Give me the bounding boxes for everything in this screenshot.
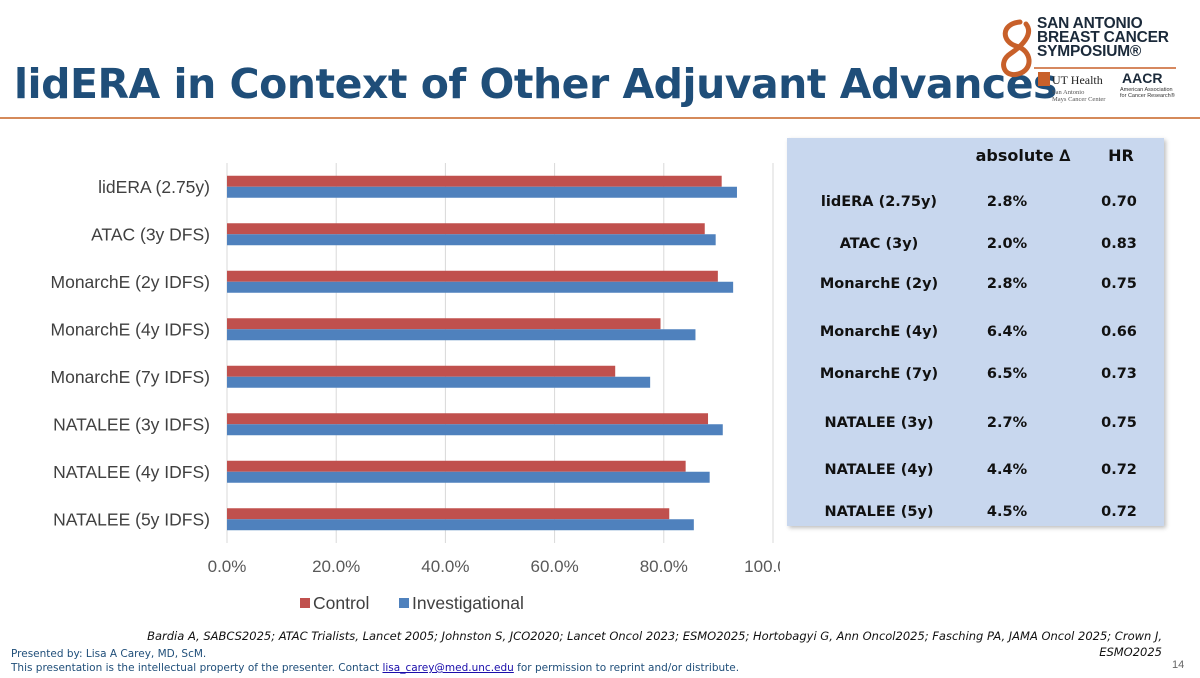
logo-line1: SAN ANTONIO (1037, 15, 1143, 32)
table-row-hr: 0.73 (1101, 366, 1137, 382)
y-category-label: MonarchE (4y IDFS) (51, 319, 210, 339)
table-row-trial: ATAC (3y) (839, 236, 919, 252)
uthealth-sub: San Antonio Mays Cancer Center (1052, 89, 1105, 103)
table-row-hr: 0.83 (1101, 236, 1137, 252)
table-row-trial: lidERA (2.75y) (820, 194, 938, 210)
bar-control (227, 223, 705, 235)
table-row-trial: MonarchE (2y) (819, 276, 939, 292)
ip-notice-pre: This presentation is the intellectual pr… (11, 662, 383, 674)
table-row-hr: 0.75 (1101, 276, 1137, 292)
bar-investigational (227, 186, 737, 198)
table-row-hr: 0.72 (1101, 504, 1137, 520)
references: Bardia A, SABCS2025; ATAC Trialists, Lan… (147, 629, 1162, 659)
bar-control (227, 365, 616, 377)
table-row-trial: MonarchE (4y) (819, 324, 939, 340)
table-row-hr: 0.72 (1101, 462, 1137, 478)
x-tick-label: 0.0% (208, 557, 247, 576)
table-row-trial: MonarchE (7y) (819, 366, 939, 382)
legend-swatch-control (300, 598, 310, 608)
y-category-label: MonarchE (2y IDFS) (51, 272, 210, 292)
table-row-trial: NATALEE (3y) (824, 415, 934, 431)
contact-email-link[interactable]: lisa_carey@med.unc.edu (382, 662, 514, 674)
table-row-trial: NATALEE (4y) (824, 462, 934, 478)
table-row-absolute-delta: 2.7% (986, 415, 1028, 431)
table-row-absolute-delta: 2.8% (986, 194, 1028, 210)
aacr-sub: American Association for Cancer Research… (1120, 87, 1175, 99)
bar-investigational (227, 281, 734, 293)
x-tick-label: 40.0% (421, 557, 469, 576)
bar-control (227, 413, 709, 425)
uthealth-sub1: San Antonio (1052, 89, 1085, 96)
bar-chart: 0.0% 20.0% 40.0% 60.0% 80.0% 100.0% lidERA (2.… (51, 163, 780, 613)
table-row-hr: 0.70 (1101, 194, 1137, 210)
table-header-hr: HR (1108, 146, 1134, 165)
aacr-sub1: American Association (1120, 87, 1173, 93)
table-row-absolute-delta: 2.0% (986, 236, 1028, 252)
y-category-label: MonarchE (7y IDFS) (51, 367, 210, 387)
y-category-label: NATALEE (5y IDFS) (53, 509, 210, 529)
table-row-absolute-delta: 6.4% (986, 324, 1028, 340)
presented-by: Presented by: Lisa A Carey, MD, ScM. (11, 648, 207, 660)
logo-line3: SYMPOSIUM® (1037, 43, 1142, 60)
y-category-label: NATALEE (4y IDFS) (53, 462, 210, 482)
table-row-absolute-delta: 4.4% (986, 462, 1028, 478)
x-tick-label: 60.0% (530, 557, 578, 576)
table-header-absolute: absolute ∆ (975, 146, 1071, 165)
uthealth-sub2: Mays Cancer Center (1052, 96, 1106, 103)
slide-title: lidERA in Context of Other Adjuvant Adva… (14, 60, 1057, 108)
comparison-table: absolute ∆ HR lidERA (2.75y) 2.8% 0.70 ATAC (… (787, 138, 1164, 526)
bar-control (227, 270, 718, 282)
uthealth-label: UT Health (1052, 73, 1103, 87)
bar-control (227, 508, 670, 520)
ip-notice-post: for permission to reprint and/or distrib… (513, 662, 740, 674)
table-row-absolute-delta: 4.5% (986, 504, 1028, 520)
table-row-absolute-delta: 6.5% (986, 366, 1028, 382)
ribbon-logo-icon (1001, 19, 1176, 86)
bar-investigational (227, 471, 710, 483)
x-tick-label: 100.0% (744, 557, 780, 576)
bar-investigational (227, 376, 651, 388)
bar-control (227, 318, 661, 330)
page-number: 14 (1172, 659, 1185, 671)
bar-investigational (227, 234, 716, 246)
table-row-hr: 0.66 (1101, 324, 1137, 340)
bar-investigational (227, 424, 723, 436)
bar-control (227, 460, 686, 472)
legend-label-control: Control (313, 593, 369, 613)
y-category-label: NATALEE (3y IDFS) (53, 414, 210, 434)
table-row-absolute-delta: 2.8% (986, 276, 1028, 292)
aacr-sub2: for Cancer Research® (1120, 93, 1175, 99)
x-tick-label: 80.0% (640, 557, 688, 576)
legend-swatch-investigational (399, 598, 409, 608)
table-row-hr: 0.75 (1101, 415, 1137, 431)
aacr-label: AACR (1122, 70, 1163, 86)
legend-label-investigational: Investigational (412, 593, 524, 613)
logo-line2: BREAST CANCER (1037, 29, 1169, 46)
y-category-label: ATAC (3y DFS) (91, 224, 210, 244)
bar-control (227, 175, 722, 187)
table-row-trial: NATALEE (5y) (824, 504, 934, 520)
title-divider (0, 117, 1200, 119)
bar-investigational (227, 519, 694, 531)
ip-notice: This presentation is the intellectual pr… (11, 662, 739, 674)
y-category-label: lidERA (2.75y) (98, 177, 210, 197)
x-tick-label: 20.0% (312, 557, 360, 576)
bar-investigational (227, 329, 696, 341)
